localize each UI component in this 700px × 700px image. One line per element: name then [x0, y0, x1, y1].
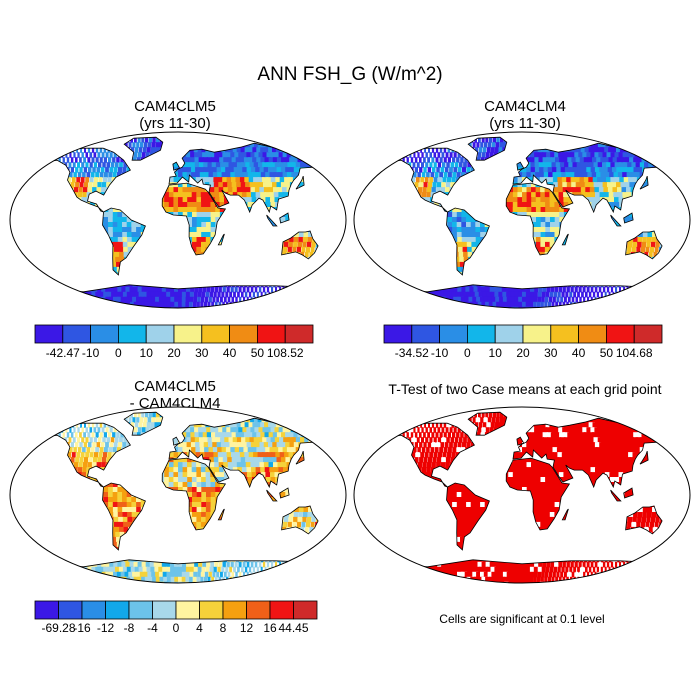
panel-cam4clm4-title-line1: CAM4CLM4: [484, 98, 566, 115]
colorbar-cam4clm4-label: 20: [516, 346, 530, 360]
colorbar-difference-label: -8: [124, 621, 135, 635]
map-cam4clm4-coastlines: [376, 136, 682, 308]
colorbar-difference-label: 0: [173, 621, 180, 635]
colorbar-cam4clm5-label: 108.52: [267, 346, 304, 360]
panel-cam4clm5-title: CAM4CLM5 (yrs 11-30): [60, 98, 290, 132]
colorbar-cam4clm5-box: [118, 324, 147, 344]
colorbar-difference-box: [175, 600, 200, 620]
colorbar-cam4clm5-label: 0: [115, 346, 122, 360]
colorbar-cam4clm4-box: [633, 324, 663, 344]
colorbar-cam4clm5-box: [173, 324, 203, 344]
colorbar-cam4clm4-label: -34.52: [395, 346, 429, 360]
map-difference-coastlines: [32, 411, 338, 583]
colorbar-difference-box: [152, 600, 177, 620]
colorbar-cam4clm4-label: 50: [600, 346, 614, 360]
colorbar-cam4clm4-box: [411, 324, 440, 344]
panel-cam4clm4-title-line2: (yrs 11-30): [489, 115, 561, 132]
colorbar-cam4clm4-label: 30: [544, 346, 558, 360]
colorbar-difference-box: [58, 600, 83, 620]
colorbar-difference: -69.28-16 -12 -8 -4 0 4 8 12 16 44.45: [34, 600, 318, 635]
colorbar-cam4clm4-box: [522, 324, 552, 344]
colorbar-cam4clm5-label: 20: [167, 346, 181, 360]
colorbar-difference-box: [222, 600, 247, 620]
colorbar-cam4clm4-label: 10: [489, 346, 503, 360]
panel-cam4clm4-title: CAM4CLM4 (yrs 11-30): [410, 98, 640, 132]
colorbar-cam4clm5-label: 50: [251, 346, 265, 360]
colorbar-difference-label: 44.45: [278, 621, 308, 635]
panel-difference-title-line1: CAM4CLM5: [134, 378, 216, 395]
colorbar-cam4clm4-box: [439, 324, 468, 344]
map-ttest-frame: [353, 406, 691, 584]
colorbar-cam4clm5-label: -42.47: [46, 346, 80, 360]
map-cam4clm5-coastlines: [32, 136, 338, 308]
colorbar-difference-label: 16: [263, 621, 277, 635]
colorbar-cam4clm5-box: [62, 324, 91, 344]
map-cam4clm5: [10, 132, 346, 308]
panel-cam4clm5-title-line2: (yrs 11-30): [139, 115, 211, 132]
colorbar-cam4clm4-box: [383, 324, 413, 344]
colorbar-difference-label: -4: [147, 621, 158, 635]
colorbar-cam4clm5-box: [256, 324, 286, 344]
colorbar-difference-box: [293, 600, 318, 620]
colorbar-cam4clm5-box: [201, 324, 231, 344]
colorbar-cam4clm5: -42.47 -10 0 10 20 30 40 50 108.52: [34, 324, 314, 360]
map-ttest-coastlines: [376, 411, 682, 583]
colorbar-cam4clm4-label: 104.68: [616, 346, 653, 360]
map-ttest: [354, 407, 690, 583]
colorbar-cam4clm5-box: [34, 324, 64, 344]
colorbar-cam4clm4-label: -10: [431, 346, 449, 360]
colorbar-difference-label: 8: [220, 621, 227, 635]
colorbar-difference-label: 4: [196, 621, 203, 635]
significance-note: Cells are significant at 0.1 level: [439, 612, 605, 626]
map-cam4clm4: [354, 132, 690, 308]
colorbar-cam4clm5-label: 10: [140, 346, 154, 360]
colorbar-difference-box: [81, 600, 106, 620]
colorbar-difference-label: 12: [240, 621, 254, 635]
panel-ttest-title: T-Test of two Case means at each grid po…: [352, 381, 698, 398]
colorbar-cam4clm4-box: [494, 324, 524, 344]
panel-cam4clm5-title-line1: CAM4CLM5: [134, 98, 216, 115]
colorbar-cam4clm4-box: [606, 324, 635, 344]
colorbar-difference-label: -12: [97, 621, 115, 635]
map-cam4clm4-frame: [353, 131, 691, 309]
map-cam4clm5-frame: [9, 131, 347, 309]
map-difference: [10, 407, 346, 583]
panel-ttest-title-line1: T-Test of two Case means at each grid po…: [388, 381, 662, 397]
colorbar-cam4clm4: -34.52 -10 0 10 20 30 40 50 104.68: [383, 324, 663, 360]
colorbar-cam4clm5-label: 40: [223, 346, 237, 360]
colorbar-cam4clm5-label: -10: [82, 346, 100, 360]
colorbar-difference-box: [105, 600, 130, 620]
colorbar-cam4clm4-label: 0: [464, 346, 471, 360]
figure-title: ANN FSH_G (W/m^2): [257, 64, 443, 85]
colorbar-cam4clm4-box: [578, 324, 607, 344]
colorbar-difference-box: [269, 600, 294, 620]
colorbar-difference-box: [128, 600, 153, 620]
colorbar-difference-label: -16: [73, 621, 91, 635]
colorbar-cam4clm5-label: 30: [195, 346, 209, 360]
colorbar-cam4clm4-box: [466, 324, 496, 344]
colorbar-difference-box: [34, 600, 59, 620]
colorbar-cam4clm4-box: [550, 324, 579, 344]
colorbar-cam4clm4-label: 40: [572, 346, 586, 360]
colorbar-cam4clm5-box: [145, 324, 175, 344]
colorbar-cam4clm5-box: [284, 324, 314, 344]
colorbar-cam4clm5-box: [229, 324, 258, 344]
colorbar-difference-box: [199, 600, 224, 620]
colorbar-difference-box: [246, 600, 271, 620]
colorbar-cam4clm5-box: [90, 324, 119, 344]
colorbar-difference-label: -69.28: [41, 621, 75, 635]
map-difference-frame: [9, 406, 347, 584]
